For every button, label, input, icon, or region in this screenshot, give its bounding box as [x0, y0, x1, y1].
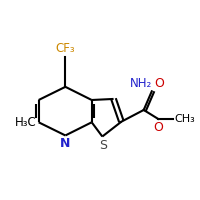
Text: O: O: [153, 121, 163, 134]
Text: NH₂: NH₂: [130, 77, 152, 90]
Text: CF₃: CF₃: [56, 42, 75, 55]
Text: O: O: [154, 77, 164, 90]
Text: H₃C: H₃C: [15, 116, 37, 129]
Text: S: S: [99, 139, 107, 152]
Text: N: N: [60, 137, 71, 150]
Text: CH₃: CH₃: [174, 114, 195, 124]
